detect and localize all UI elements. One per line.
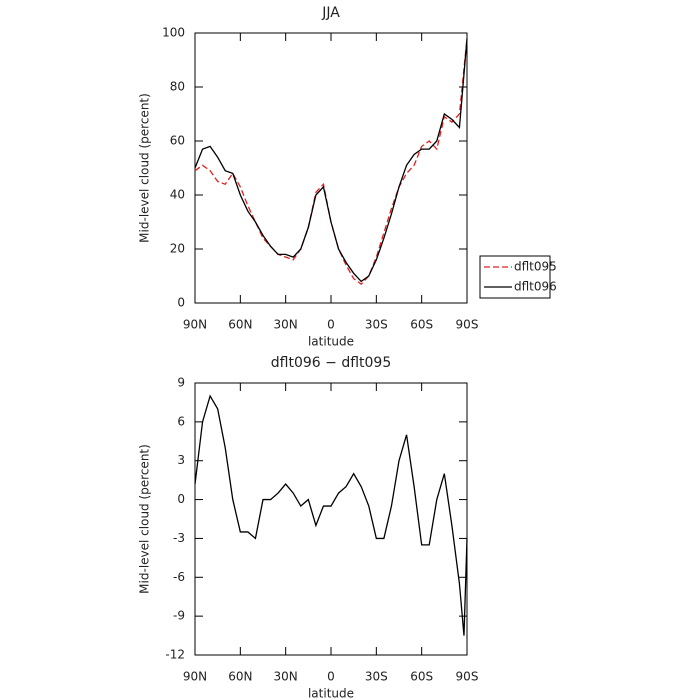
x-tick-label: 30N [274,670,298,684]
legend-label: dflt096 [514,280,557,294]
y-tick-label: 60 [170,134,185,148]
x-tick-label: 90N [183,670,207,684]
x-tick-label: 90S [456,670,479,684]
x-tick-label: 90N [183,318,207,332]
plot-frame [194,32,468,304]
series-line [194,394,468,636]
chart-title: dflt096 − dflt095 [271,355,391,371]
y-tick-label: -9 [173,609,185,623]
y-tick-label: 0 [177,492,185,506]
y-tick-label: 9 [177,376,185,390]
y-tick-label: 20 [170,242,185,256]
x-tick-label: 60S [410,318,433,332]
chart-title: JJA [321,5,340,21]
y-tick-label: 3 [177,453,185,467]
y-axis-label: Mid-level cloud (percent) [138,93,152,243]
x-tick-label: 30S [365,670,388,684]
x-axis-label: latitude [308,335,354,349]
x-tick-label: 0 [327,318,335,332]
x-tick-label: 30S [365,318,388,332]
x-tick-label: 60N [228,318,252,332]
y-tick-label: 0 [177,296,185,310]
legend-box [479,255,551,299]
y-tick-label: 6 [177,414,185,428]
legend-label: dflt095 [514,260,557,274]
y-tick-label: 100 [162,26,185,40]
x-tick-label: 60S [410,670,433,684]
y-tick-label: -12 [165,648,185,662]
x-axis-label: latitude [308,687,354,700]
series-line [194,38,468,285]
y-axis-label: Mid-level cloud (percent) [138,444,152,594]
y-tick-label: 40 [170,188,185,202]
x-tick-label: 90S [456,318,479,332]
x-tick-label: 60N [228,670,252,684]
x-tick-label: 30N [274,318,298,332]
y-tick-label: -3 [173,531,185,545]
series-line [194,38,468,283]
y-tick-label: -6 [173,570,185,584]
y-tick-label: 80 [170,80,185,94]
plot-frame [194,382,468,656]
x-tick-label: 0 [327,670,335,684]
